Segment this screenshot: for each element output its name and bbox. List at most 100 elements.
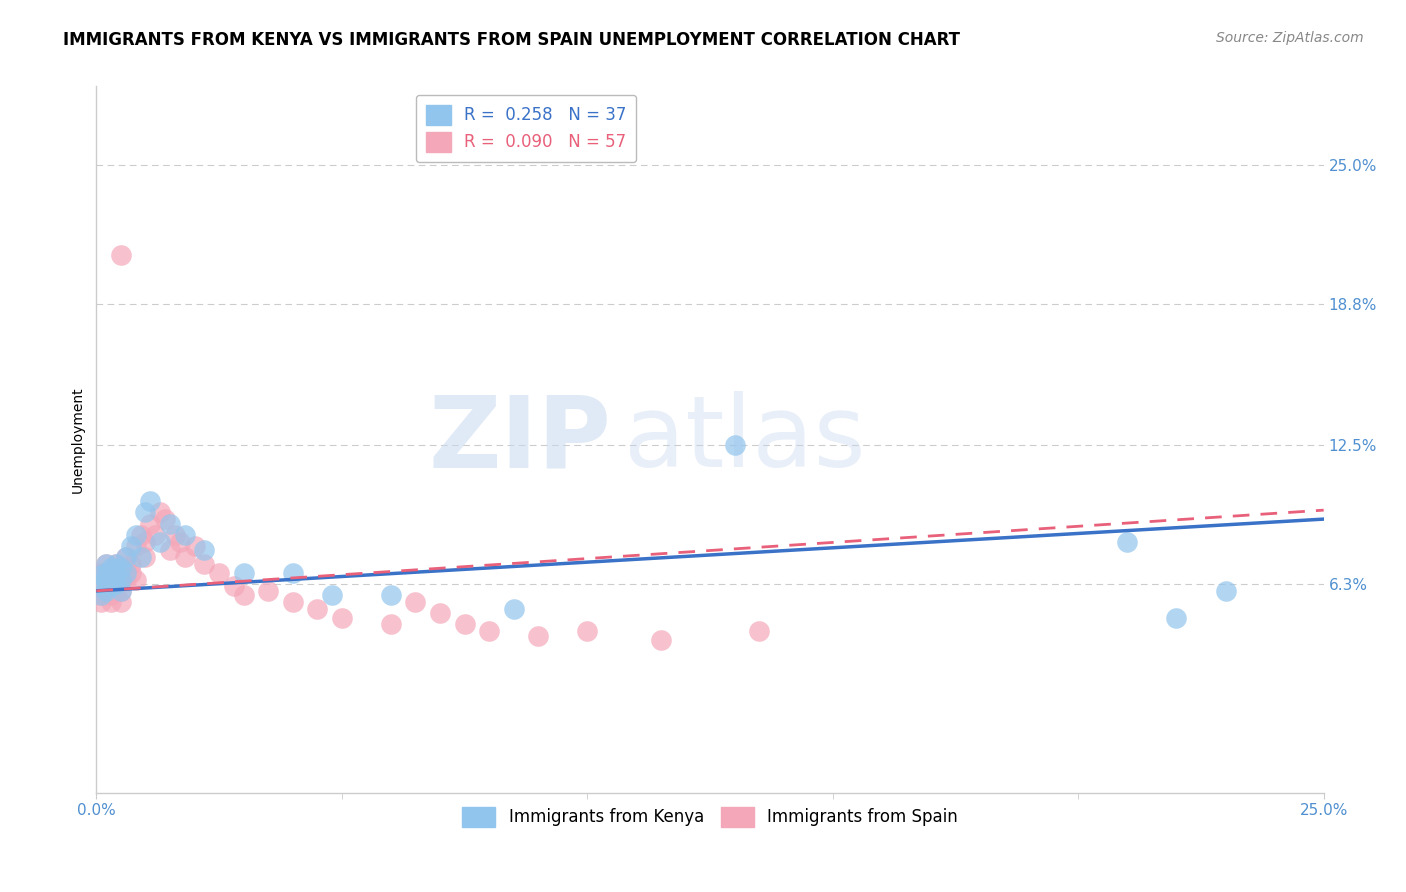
Point [1166,611,1188,625]
Point [134,550,156,565]
Point [96,583,118,598]
Point [100,579,122,593]
Point [90,577,112,591]
Point [96,573,118,587]
Point [124,528,146,542]
Point [104,577,127,591]
Point [650,633,672,648]
Point [110,247,132,261]
Point [96,566,118,580]
Point [159,543,181,558]
Point [104,577,127,591]
Point [120,566,142,580]
Point [1116,534,1139,549]
Point [100,570,122,584]
Point [149,505,172,519]
Text: IMMIGRANTS FROM KENYA VS IMMIGRANTS FROM SPAIN UNEMPLOYMENT CORRELATION CHART: IMMIGRANTS FROM KENYA VS IMMIGRANTS FROM… [63,31,960,49]
Point [100,588,122,602]
Point [96,566,118,580]
Point [100,579,122,593]
Point [159,516,181,531]
Point [321,588,343,602]
Point [173,528,195,542]
Point [124,539,146,553]
Point [96,573,118,587]
Point [380,617,402,632]
Point [453,617,475,632]
Point [232,588,254,602]
Point [100,574,122,589]
Point [96,557,118,571]
Point [404,595,426,609]
Y-axis label: Unemployment: Unemployment [72,386,86,492]
Point [380,588,402,602]
Point [153,512,176,526]
Point [120,557,142,571]
Point [478,624,501,639]
Point [1215,583,1237,598]
Legend: Immigrants from Kenya, Immigrants from Spain: Immigrants from Kenya, Immigrants from S… [456,800,965,834]
Point [527,629,550,643]
Point [193,543,215,558]
Point [114,573,136,587]
Point [149,534,172,549]
Point [96,583,118,598]
Point [169,534,191,549]
Text: atlas: atlas [624,391,866,488]
Point [114,550,136,565]
Point [134,505,156,519]
Point [110,561,132,575]
Point [502,602,524,616]
Point [307,602,329,616]
Point [90,568,112,582]
Point [104,583,127,598]
Point [110,595,132,609]
Point [114,550,136,565]
Point [748,624,770,639]
Point [143,528,166,542]
Point [90,595,112,609]
Text: Source: ZipAtlas.com: Source: ZipAtlas.com [1216,31,1364,45]
Point [110,573,132,587]
Point [90,583,112,598]
Point [96,557,118,571]
Point [100,561,122,575]
Text: ZIP: ZIP [429,391,612,488]
Point [429,607,451,621]
Point [124,573,146,587]
Point [104,557,127,571]
Point [330,611,353,625]
Point [281,566,304,580]
Point [90,588,112,602]
Point [193,557,215,571]
Point [257,583,280,598]
Point [183,539,205,553]
Point [723,438,745,452]
Point [110,583,132,598]
Point [173,550,195,565]
Point [114,561,136,575]
Point [114,566,136,580]
Point [100,595,122,609]
Point [90,566,112,580]
Point [163,528,186,542]
Point [139,516,162,531]
Point [120,539,142,553]
Point [232,566,254,580]
Point [104,566,127,580]
Point [576,624,599,639]
Point [129,550,152,565]
Point [134,534,156,549]
Point [110,573,132,587]
Point [281,595,304,609]
Point [139,494,162,508]
Point [100,566,122,580]
Point [208,566,231,580]
Point [129,528,152,542]
Point [90,588,112,602]
Point [104,566,127,580]
Point [110,583,132,598]
Point [104,557,127,571]
Point [222,579,245,593]
Point [90,577,112,591]
